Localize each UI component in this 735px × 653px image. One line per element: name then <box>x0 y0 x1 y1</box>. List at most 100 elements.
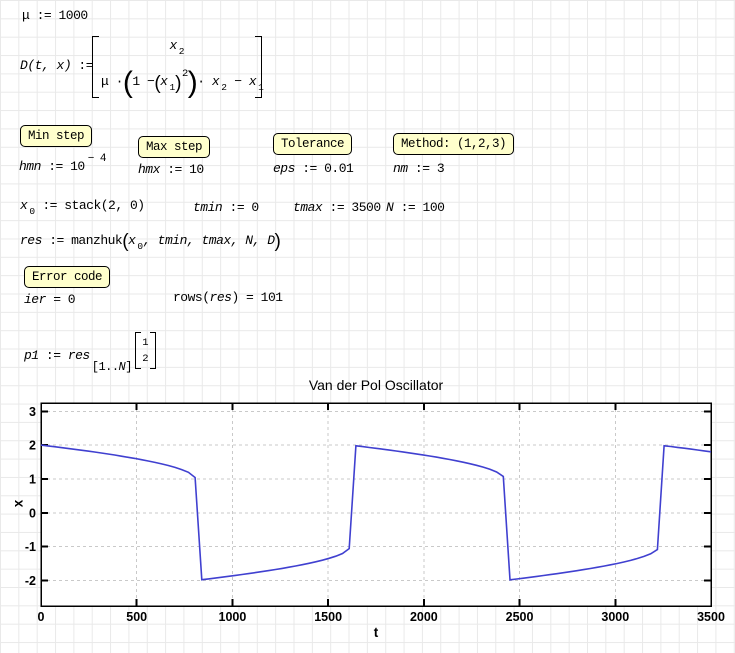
svg-text:500: 500 <box>126 610 147 624</box>
stack-function: stack <box>64 198 101 213</box>
subscript: 1 <box>258 82 264 93</box>
times: · <box>197 74 212 89</box>
mu-definition[interactable]: μ := 1000 <box>22 7 88 24</box>
y-axis-label: x <box>10 499 26 508</box>
args: , tmin, tmax, N, D <box>143 233 275 248</box>
assign: := <box>38 348 68 363</box>
n-var: N <box>118 360 126 374</box>
var-name: p1 <box>24 348 39 363</box>
open-paren: ( <box>154 73 161 94</box>
value: := 10 <box>159 162 204 177</box>
value: := 100 <box>393 200 445 215</box>
svg-text:3: 3 <box>29 405 36 419</box>
tag-min-step[interactable]: Min step <box>20 125 93 147</box>
tag-label: Min step <box>28 129 85 143</box>
var-name: res <box>209 290 232 305</box>
var-name: eps <box>273 161 295 176</box>
d-assign: := <box>71 58 94 73</box>
big-close-paren: ) <box>187 66 198 99</box>
range: 1.. <box>98 360 119 374</box>
close-paren: ) <box>175 73 181 94</box>
rows-function: rows <box>173 290 203 305</box>
x-var: x <box>128 233 136 248</box>
minus: − <box>226 74 249 89</box>
matrix-entry: 1 <box>142 337 149 349</box>
ier-result[interactable]: ier = 0 <box>24 291 76 308</box>
value: ) = 101 <box>231 290 283 305</box>
nm-definition[interactable]: nm := 3 <box>393 160 445 177</box>
var-name: tmin <box>193 200 223 215</box>
svg-text:0: 0 <box>29 506 36 520</box>
close-paren: ) <box>274 231 281 252</box>
d-name: D <box>20 58 28 73</box>
tmin-definition[interactable]: tmin := 0 <box>193 199 259 216</box>
var-name: ier <box>24 292 46 307</box>
res-definition[interactable]: res := manzhuk(x 0, tmin, tmax, N, D) <box>20 231 281 252</box>
subscript: 0 <box>29 206 36 217</box>
hmx-definition[interactable]: hmx := 10 <box>138 161 204 178</box>
p1-definition[interactable]: p1 := res[1..N] 1 2 <box>24 322 156 374</box>
x-axis-label: t <box>373 625 379 640</box>
x-var: x <box>169 38 177 53</box>
res-var: res <box>67 348 90 363</box>
matrix-entry: 2 <box>142 353 149 365</box>
open-paren: ( <box>122 231 129 252</box>
tag-label: Tolerance <box>281 137 345 151</box>
tag-tolerance[interactable]: Tolerance <box>273 133 353 155</box>
value: := 3500 <box>322 200 382 215</box>
big-open-paren: ( <box>122 66 133 99</box>
value: := 3 <box>407 161 445 176</box>
manzhuk-function: manzhuk <box>71 233 123 248</box>
right-bracket <box>149 332 156 369</box>
assign: := <box>41 233 72 248</box>
bracket: ] <box>125 360 132 374</box>
value: := 0 <box>222 200 260 215</box>
svg-text:3000: 3000 <box>601 610 629 624</box>
svg-text:1000: 1000 <box>219 610 247 624</box>
var-name: x <box>20 198 28 213</box>
exponent: − 4 <box>87 153 107 165</box>
x-var: x <box>160 74 168 89</box>
tag-label: Max step <box>146 140 203 154</box>
var-name: tmax <box>293 200 323 215</box>
one-minus: 1 − <box>132 74 155 89</box>
x-var: x <box>211 74 220 89</box>
svg-text:3500: 3500 <box>697 610 725 624</box>
subscript: 2 <box>178 46 185 57</box>
tag-error-code[interactable]: Error code <box>24 266 111 288</box>
svg-text:2500: 2500 <box>506 610 534 624</box>
svg-text:1: 1 <box>29 472 36 486</box>
left-bracket <box>134 332 141 369</box>
svg-text:-2: -2 <box>25 574 36 588</box>
hmn-definition[interactable]: hmn := 10− 4 <box>19 153 107 177</box>
bracket: [ <box>91 360 99 374</box>
x-var: x <box>248 74 257 89</box>
tag-label: Method: (1,2,3) <box>401 137 507 151</box>
value: := 0.01 <box>294 161 354 176</box>
svg-text:2000: 2000 <box>410 610 438 624</box>
ode-function-lhs[interactable]: D(t, x) := <box>20 57 94 74</box>
args: (2, 0) <box>100 198 145 213</box>
value: = 0 <box>45 292 76 307</box>
mu-text: μ := 1000 <box>22 8 88 23</box>
tag-max-step[interactable]: Max step <box>138 136 211 158</box>
tmax-definition[interactable]: tmax := 3500 <box>293 199 381 216</box>
tag-label: Error code <box>32 270 103 284</box>
subscript: 2 <box>221 82 227 93</box>
n-definition[interactable]: N := 100 <box>386 199 445 216</box>
var-name: res <box>20 233 42 248</box>
tag-method[interactable]: Method: (1,2,3) <box>393 133 515 155</box>
open-paren: ( <box>202 290 210 305</box>
svg-text:-1: -1 <box>25 540 36 554</box>
eps-definition[interactable]: eps := 0.01 <box>273 160 354 177</box>
left-bracket <box>92 36 99 98</box>
svg-text:2: 2 <box>29 439 36 453</box>
svg-text:0: 0 <box>38 610 45 624</box>
rows-result[interactable]: rows(res) = 101 <box>173 289 283 306</box>
